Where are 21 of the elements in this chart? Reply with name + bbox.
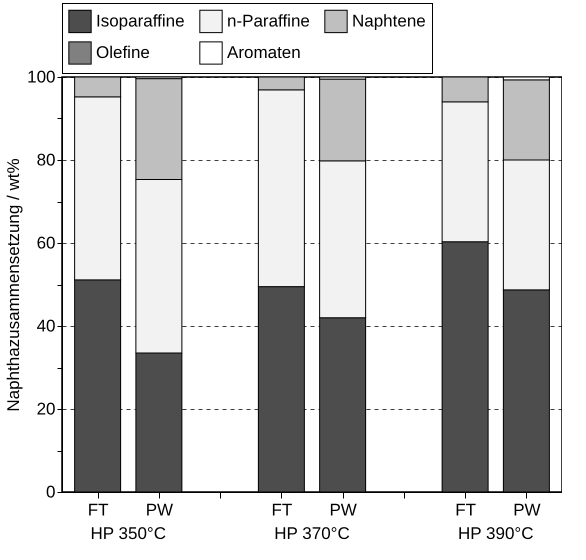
x-tick-label: FT (88, 500, 109, 520)
x-tick-label: FT (271, 500, 292, 520)
x-tick-label: FT (455, 500, 476, 520)
x-tick-label: PW (513, 500, 541, 520)
text: HP 370°C (274, 524, 350, 543)
y-tick-label: 60 (36, 234, 56, 252)
legend-label: Naphtene (352, 11, 426, 30)
x-tick-label: PW (329, 500, 357, 520)
legend-label: Aromaten (227, 43, 301, 62)
y-tick-label: 40 (36, 316, 56, 336)
y-tick-label: 20 (36, 400, 56, 418)
y-tick-label: 0 (46, 482, 56, 502)
text: HP 390°C (458, 524, 534, 543)
y-tick-label: 80 (36, 150, 56, 170)
legend-label: Olefine (96, 43, 150, 62)
y-tick-label: 100 (27, 68, 56, 86)
legend-label: Isoparaffine (96, 11, 185, 30)
legend-label: n-Paraffine (227, 11, 310, 30)
text: HP 350°C (90, 524, 166, 543)
x-tick-label: PW (146, 500, 174, 520)
y-axis-title: Naphthazusammensetzung / wt% (4, 158, 24, 412)
